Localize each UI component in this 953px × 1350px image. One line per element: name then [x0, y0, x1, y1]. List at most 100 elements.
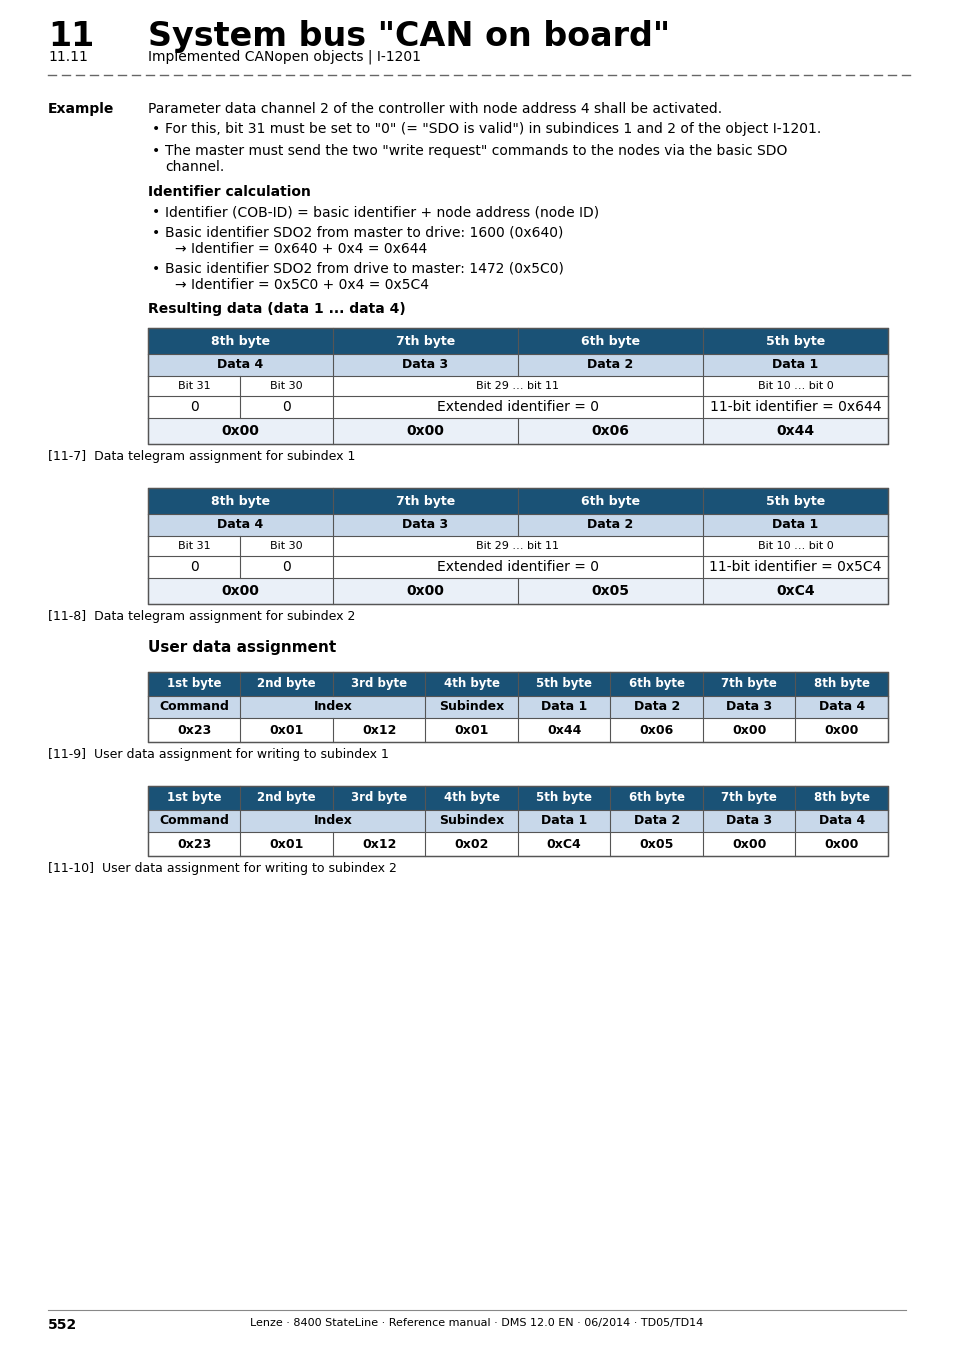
Bar: [795, 786, 887, 810]
Text: Data 3: Data 3: [402, 359, 448, 371]
Text: Bit 29 … bit 11: Bit 29 … bit 11: [476, 381, 558, 392]
Bar: [610, 810, 702, 832]
Bar: [702, 536, 887, 556]
Text: 5th byte: 5th byte: [536, 791, 592, 805]
Text: For this, bit 31 must be set to "0" (= "SDO is valid") in subindices 1 and 2 of : For this, bit 31 must be set to "0" (= "…: [165, 122, 821, 136]
Text: Basic identifier SDO2 from drive to master: 1472 (0x5C0): Basic identifier SDO2 from drive to mast…: [165, 262, 563, 275]
Bar: [148, 718, 240, 743]
Bar: [333, 377, 702, 396]
Text: Resulting data (data 1 ... data 4): Resulting data (data 1 ... data 4): [148, 302, 405, 316]
Bar: [333, 328, 517, 354]
Text: 0: 0: [282, 560, 291, 574]
Text: 0x01: 0x01: [270, 837, 304, 850]
Text: 6th byte: 6th byte: [580, 494, 639, 508]
Bar: [240, 810, 425, 832]
Text: [11-10]  User data assignment for writing to subindex 2: [11-10] User data assignment for writing…: [48, 863, 396, 875]
Text: 6th byte: 6th byte: [580, 335, 639, 347]
Bar: [148, 672, 887, 742]
Bar: [517, 578, 702, 603]
Bar: [517, 354, 702, 377]
Text: Lenze · 8400 StateLine · Reference manual · DMS 12.0 EN · 06/2014 · TD05/TD14: Lenze · 8400 StateLine · Reference manua…: [250, 1318, 703, 1328]
Text: 0x06: 0x06: [591, 424, 629, 437]
Bar: [610, 832, 702, 856]
Text: 2nd byte: 2nd byte: [257, 678, 315, 690]
Bar: [702, 697, 795, 718]
Bar: [240, 832, 333, 856]
Text: [11-7]  Data telegram assignment for subindex 1: [11-7] Data telegram assignment for subi…: [48, 450, 355, 463]
Text: 0x44: 0x44: [546, 724, 580, 737]
Bar: [702, 487, 887, 514]
Bar: [795, 697, 887, 718]
Bar: [702, 672, 795, 697]
Text: 0x01: 0x01: [454, 724, 489, 737]
Text: 0x44: 0x44: [776, 424, 814, 437]
Bar: [333, 514, 517, 536]
Bar: [148, 377, 240, 396]
Text: Data 3: Data 3: [402, 518, 448, 532]
Bar: [148, 328, 887, 444]
Text: The master must send the two "write request" commands to the nodes via the basic: The master must send the two "write requ…: [165, 144, 786, 158]
Text: 8th byte: 8th byte: [813, 678, 869, 690]
Text: 0x00: 0x00: [823, 837, 858, 850]
Text: Subindex: Subindex: [438, 701, 504, 714]
Bar: [333, 672, 425, 697]
Bar: [702, 718, 795, 743]
Bar: [148, 556, 240, 578]
Bar: [425, 697, 517, 718]
Bar: [702, 418, 887, 444]
Bar: [517, 328, 702, 354]
Text: 0x00: 0x00: [823, 724, 858, 737]
Text: System bus "CAN on board": System bus "CAN on board": [148, 20, 669, 53]
Text: 4th byte: 4th byte: [443, 678, 499, 690]
Text: Identifier (COB-ID) = basic identifier + node address (node ID): Identifier (COB-ID) = basic identifier +…: [165, 205, 598, 219]
Bar: [148, 536, 240, 556]
Bar: [240, 396, 333, 418]
Bar: [517, 810, 610, 832]
Bar: [148, 578, 333, 603]
Text: 552: 552: [48, 1318, 77, 1332]
Text: Bit 10 … bit 0: Bit 10 … bit 0: [757, 381, 833, 392]
Bar: [702, 328, 887, 354]
Text: 5th byte: 5th byte: [765, 335, 824, 347]
Bar: [425, 786, 517, 810]
Bar: [517, 672, 610, 697]
Text: 11: 11: [48, 20, 94, 53]
Text: 0x23: 0x23: [177, 837, 212, 850]
Text: 8th byte: 8th byte: [211, 494, 270, 508]
Bar: [148, 672, 240, 697]
Text: 0x00: 0x00: [406, 585, 444, 598]
Text: 0x02: 0x02: [454, 837, 489, 850]
Text: Index: Index: [314, 814, 352, 828]
Bar: [333, 536, 702, 556]
Text: Parameter data channel 2 of the controller with node address 4 shall be activate: Parameter data channel 2 of the controll…: [148, 103, 721, 116]
Text: 0: 0: [282, 400, 291, 414]
Text: Bit 10 … bit 0: Bit 10 … bit 0: [757, 541, 833, 551]
Text: 0x00: 0x00: [221, 585, 259, 598]
Bar: [148, 354, 333, 377]
Bar: [702, 832, 795, 856]
Text: 5th byte: 5th byte: [536, 678, 592, 690]
Text: channel.: channel.: [165, 161, 224, 174]
Bar: [148, 832, 240, 856]
Bar: [148, 514, 333, 536]
Bar: [517, 832, 610, 856]
Text: → Identifier = 0x640 + 0x4 = 0x644: → Identifier = 0x640 + 0x4 = 0x644: [174, 242, 427, 256]
Text: 8th byte: 8th byte: [813, 791, 869, 805]
Text: Data 2: Data 2: [633, 814, 679, 828]
Text: 0x06: 0x06: [639, 724, 673, 737]
Text: Data 2: Data 2: [587, 518, 633, 532]
Bar: [517, 487, 702, 514]
Bar: [425, 832, 517, 856]
Text: •: •: [152, 262, 160, 275]
Bar: [148, 810, 240, 832]
Bar: [240, 786, 333, 810]
Text: 0x00: 0x00: [731, 724, 765, 737]
Bar: [333, 396, 702, 418]
Text: •: •: [152, 122, 160, 136]
Text: → Identifier = 0x5C0 + 0x4 = 0x5C4: → Identifier = 0x5C0 + 0x4 = 0x5C4: [174, 278, 429, 292]
Bar: [148, 786, 887, 856]
Text: Data 1: Data 1: [540, 814, 587, 828]
Text: 6th byte: 6th byte: [628, 791, 684, 805]
Text: 0x00: 0x00: [406, 424, 444, 437]
Bar: [610, 718, 702, 743]
